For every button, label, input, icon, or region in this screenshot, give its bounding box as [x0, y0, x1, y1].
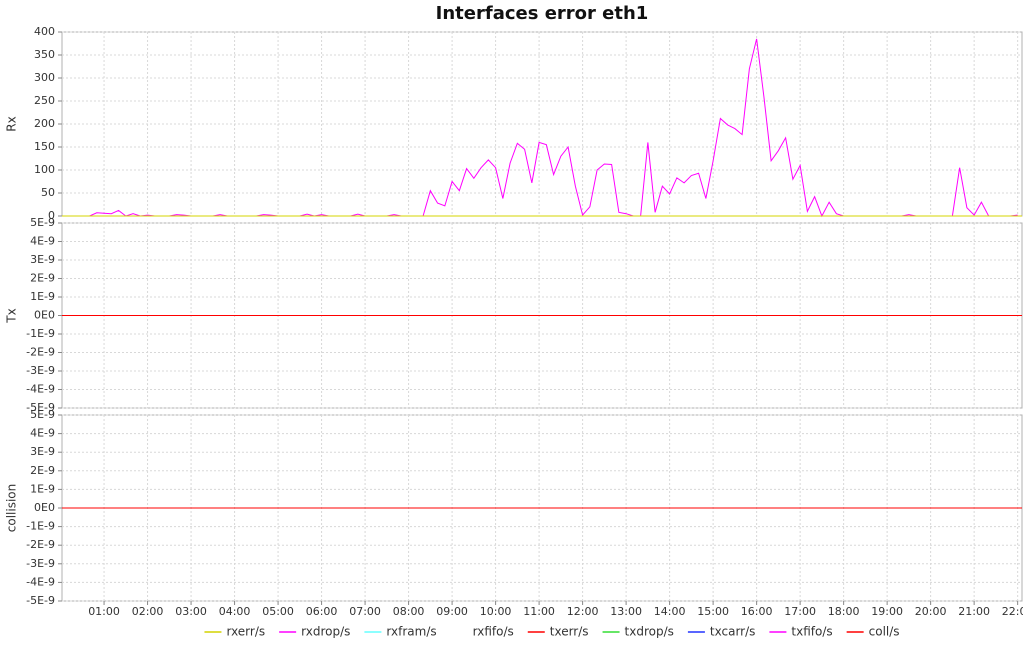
- y-tick-label: 200: [34, 117, 55, 130]
- x-tick-label: 15:00: [697, 605, 729, 618]
- x-tick-label: 14:00: [654, 605, 686, 618]
- x-tick-label: 01:00: [88, 605, 120, 618]
- legend-label: txfifo/s: [791, 625, 832, 639]
- x-tick-label: 21:00: [958, 605, 990, 618]
- x-tick-label: 19:00: [871, 605, 903, 618]
- y-tick-label: 250: [34, 94, 55, 107]
- legend-label: coll/s: [869, 625, 900, 639]
- y-tick-label: -2E-9: [26, 346, 55, 359]
- y-tick-label: -4E-9: [26, 383, 55, 396]
- x-tick-label: 04:00: [219, 605, 251, 618]
- legend-label: rxfram/s: [386, 625, 436, 639]
- legend-label: rxerr/s: [226, 625, 265, 639]
- y-tick-label: 150: [34, 140, 55, 153]
- y-tick-label: 300: [34, 71, 55, 84]
- x-tick-label: 16:00: [741, 605, 773, 618]
- x-tick-label: 13:00: [610, 605, 642, 618]
- legend-label: rxfifo/s: [473, 625, 514, 639]
- x-tick-label: 22:00: [1002, 605, 1023, 618]
- x-tick-label: 07:00: [349, 605, 381, 618]
- y-tick-label: 2E-9: [30, 272, 55, 285]
- x-tick-label: 02:00: [132, 605, 164, 618]
- y-tick-label: 1E-9: [30, 290, 55, 303]
- x-tick-label: 08:00: [393, 605, 425, 618]
- y-tick-label: -1E-9: [26, 327, 55, 340]
- y-tick-label: -2E-9: [26, 538, 55, 551]
- x-tick-label: 10:00: [480, 605, 512, 618]
- y-tick-label: 400: [34, 25, 55, 38]
- y-tick-label: 0E0: [34, 501, 55, 514]
- x-tick-label: 06:00: [306, 605, 338, 618]
- y-tick-label: 4E-9: [30, 427, 55, 440]
- y-axis-label: Rx: [5, 116, 19, 131]
- y-tick-label: 4E-9: [30, 235, 55, 248]
- y-tick-label: 0E0: [34, 309, 55, 322]
- y-tick-label: 5E-9: [30, 216, 55, 229]
- y-axis-label: collision: [5, 484, 19, 532]
- legend-label: rxdrop/s: [301, 625, 350, 639]
- x-tick-label: 18:00: [828, 605, 860, 618]
- y-tick-label: 3E-9: [30, 253, 55, 266]
- legend-label: txcarr/s: [710, 625, 756, 639]
- y-tick-label: 0: [48, 209, 55, 222]
- y-tick-label: 2E-9: [30, 464, 55, 477]
- x-tick-label: 05:00: [262, 605, 294, 618]
- x-tick-label: 09:00: [436, 605, 468, 618]
- x-tick-label: 17:00: [784, 605, 816, 618]
- x-tick-label: 20:00: [915, 605, 947, 618]
- y-tick-label: -3E-9: [26, 364, 55, 377]
- y-axis-label: Tx: [5, 308, 19, 323]
- y-tick-label: -1E-9: [26, 520, 55, 533]
- y-tick-label: 1E-9: [30, 482, 55, 495]
- y-tick-label: -5E-9: [26, 401, 55, 414]
- y-tick-label: -3E-9: [26, 557, 55, 570]
- y-tick-label: 50: [41, 186, 55, 199]
- x-tick-label: 03:00: [175, 605, 207, 618]
- x-tick-label: 11:00: [523, 605, 555, 618]
- y-tick-label: -5E-9: [26, 594, 55, 607]
- y-tick-label: 100: [34, 163, 55, 176]
- y-tick-label: -4E-9: [26, 575, 55, 588]
- y-tick-label: 5E-9: [30, 408, 55, 421]
- legend-label: txerr/s: [550, 625, 589, 639]
- legend: rxerr/s rxdrop/s rxfram/s rxfifo/s txerr/s tx…: [204, 625, 900, 639]
- y-tick-label: 350: [34, 48, 55, 61]
- chart-title: Interfaces error eth1: [436, 3, 649, 24]
- y-tick-label: 3E-9: [30, 445, 55, 458]
- x-tick-label: 12:00: [567, 605, 599, 618]
- legend-label: txdrop/s: [625, 625, 674, 639]
